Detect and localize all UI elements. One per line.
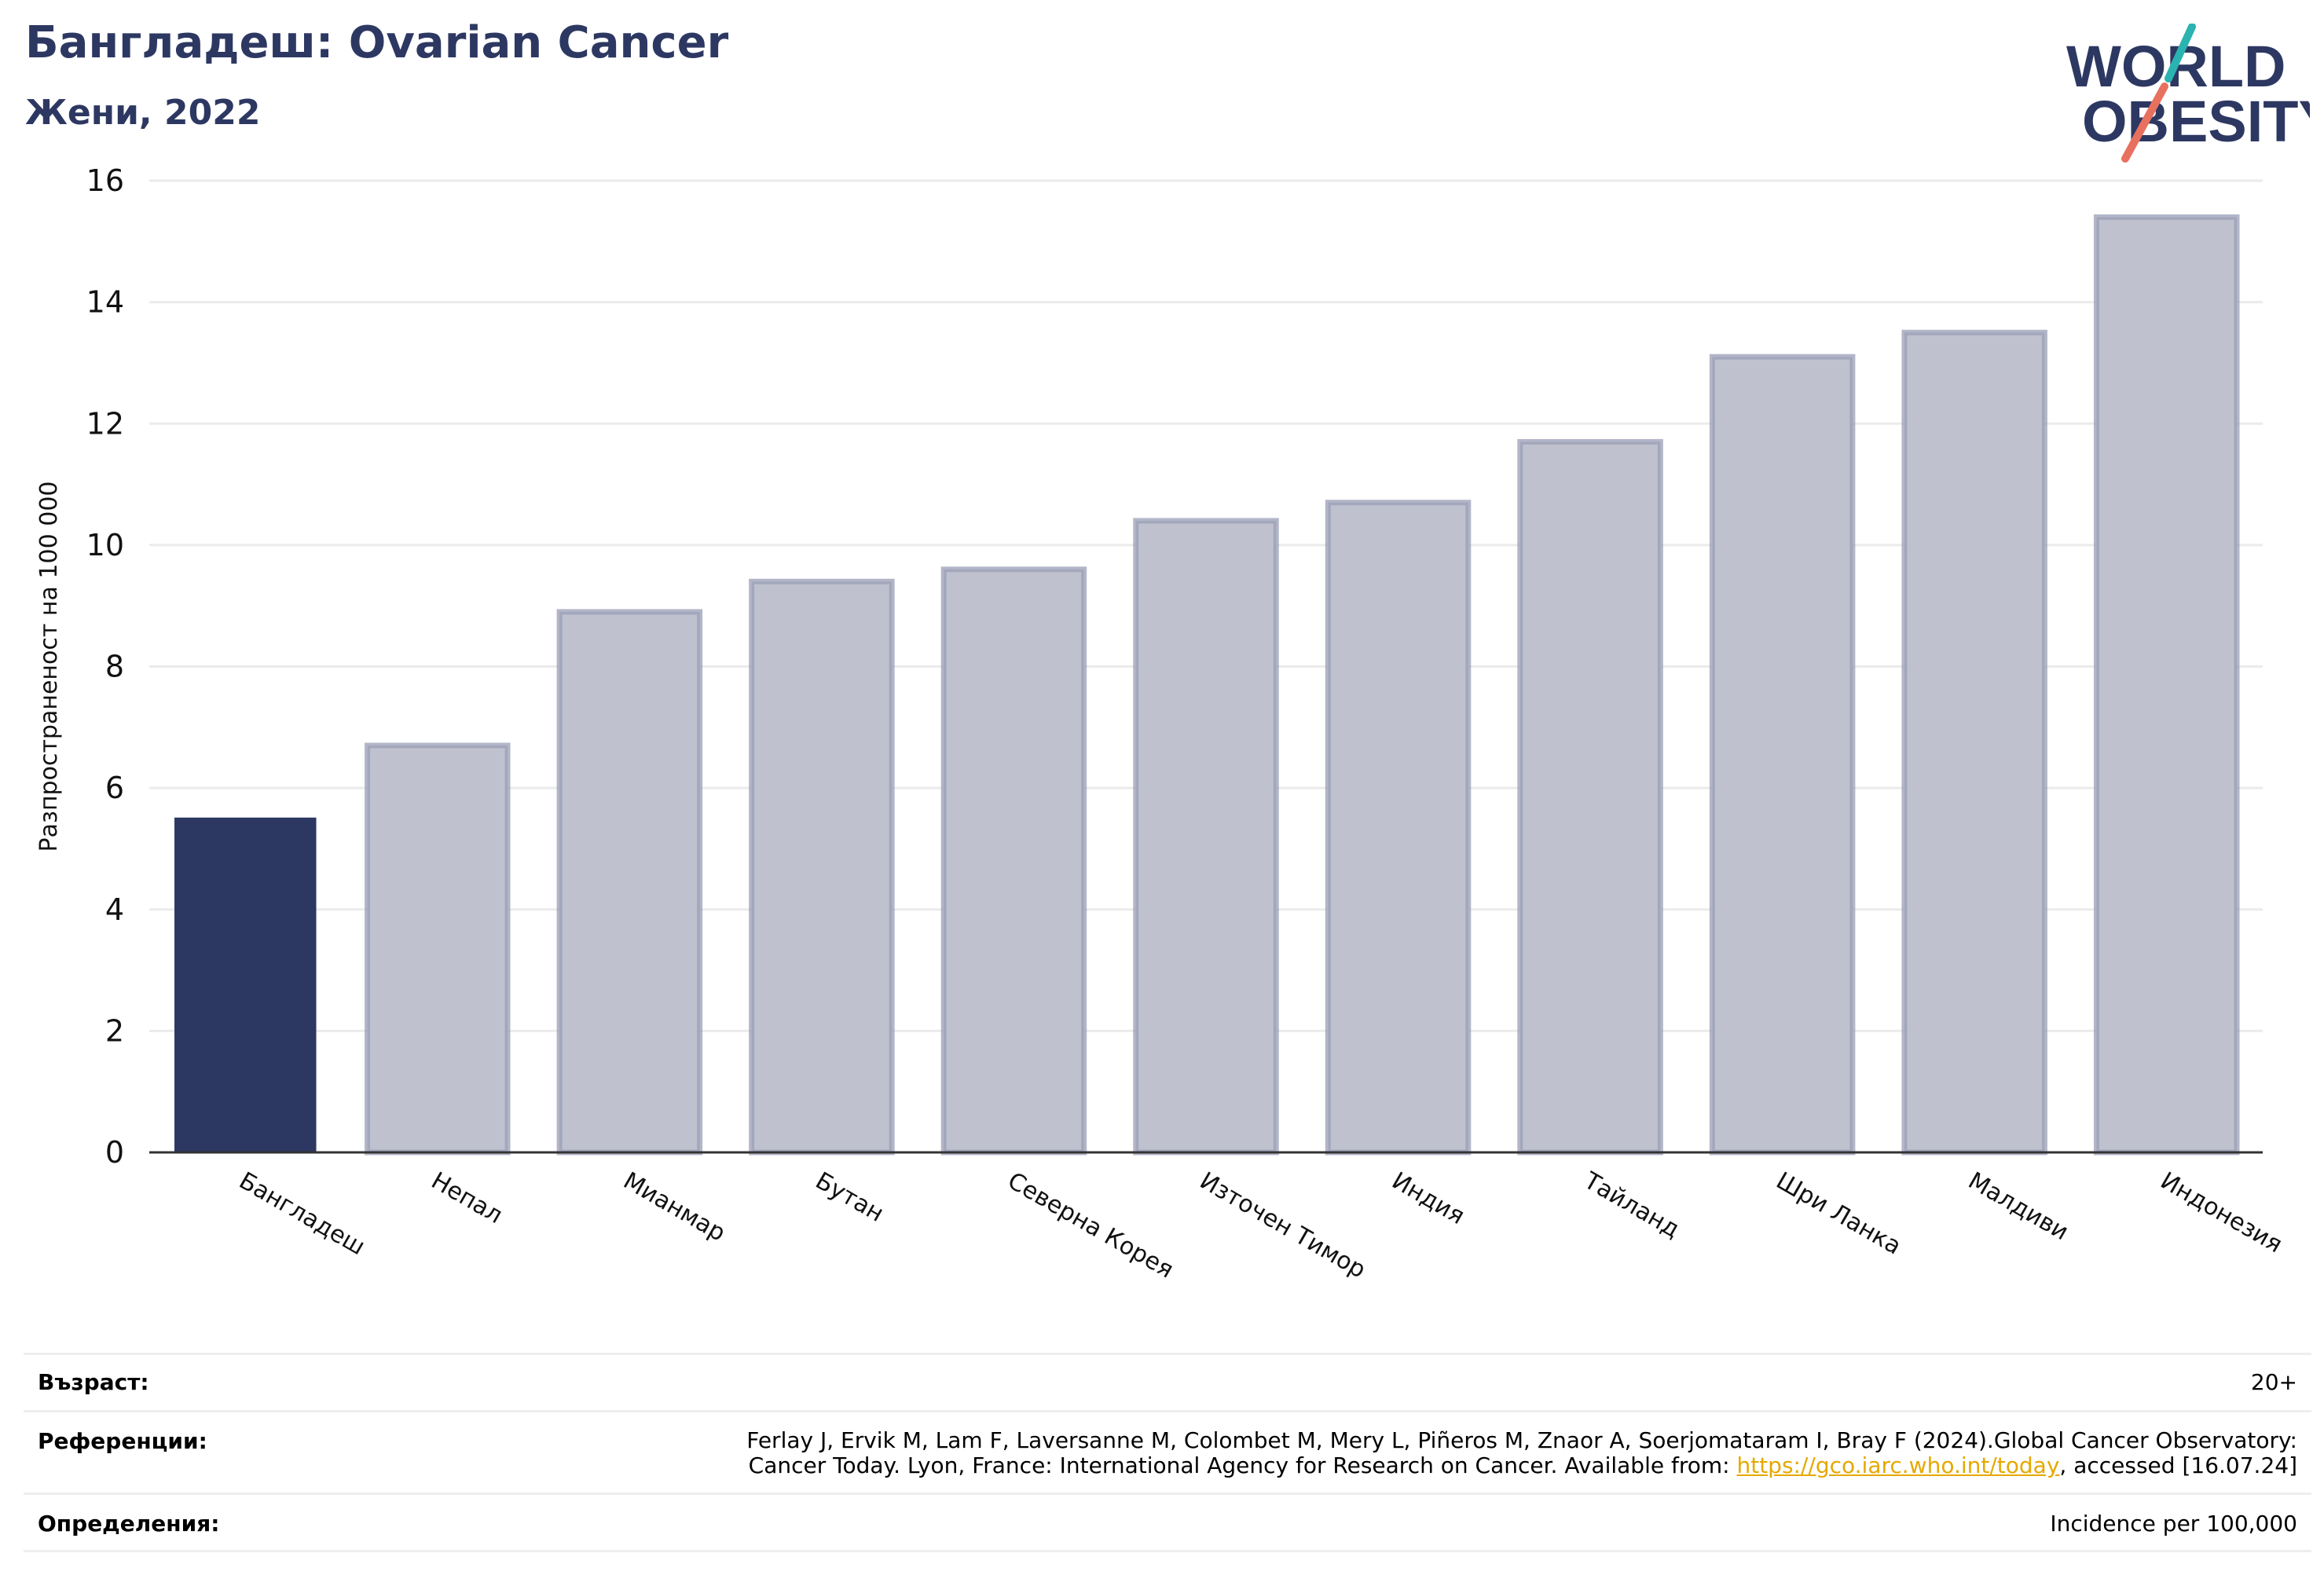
x-tick-label: Източен Тимор [1195,1167,1370,1284]
bar-7 [1517,438,1663,1156]
bar-1 [365,742,511,1156]
chart-footer: Възраст: 20+ Референции: Ferlay J, Ervik… [24,1353,2311,1552]
x-tick-label: Индонезия [2156,1167,2287,1259]
footer-row-references: Референции: Ferlay J, Ervik M, Lam F, La… [24,1410,2311,1493]
y-tick-label: 8 [105,650,124,684]
bar-4 [940,566,1087,1156]
references-link[interactable]: https://gco.iarc.who.int/today [1736,1452,2060,1478]
chart-subtitle: Жени, 2022 [25,93,261,133]
y-tick-label: 14 [86,285,124,320]
age-label: Възраст: [38,1369,149,1395]
x-tick-label: Шри Ланка [1772,1167,1906,1261]
y-tick-label: 10 [86,528,124,562]
x-tick-label: Мианмар [618,1167,730,1247]
y-tick-label: 6 [105,771,124,805]
logo-slash-coral [2121,82,2168,163]
age-value: 20+ [2250,1369,2297,1395]
references-label: Референции: [38,1428,207,1454]
references-line-2-suffix: , accessed [16.07.24] [2059,1452,2297,1478]
references-line-2-text: Cancer Today. Lyon, France: Internationa… [748,1452,1737,1478]
references-line-1: Ferlay J, Ervik M, Lam F, Laversanne M, … [746,1427,2297,1453]
bar-0 [174,817,317,1153]
bar-6 [1325,500,1472,1156]
x-tick-label: Северна Корея [1003,1167,1178,1284]
y-tick-label: 2 [105,1013,124,1048]
y-tick-label: 4 [105,892,124,927]
y-axis-label: Разпространеност на 100 000 [35,482,63,852]
x-tick-label: Непал [427,1167,508,1229]
y-tick-label: 12 [86,406,124,441]
logo-line-2: OBESITY [2082,89,2310,154]
y-tick-label: 16 [86,163,124,198]
bar-chart: 0 2 4 6 8 10 12 14 16 Разпространеност на 100 000… [35,163,2287,1284]
bar-5 [1133,518,1279,1156]
y-tick-label: 0 [105,1135,124,1170]
bar-2 [556,609,703,1156]
definitions-label: Определения: [38,1511,220,1537]
x-tick-label: Бутан [811,1167,889,1228]
references-value: Ferlay J, Ervik M, Lam F, Laversanne M, … [746,1428,2297,1478]
footer-row-definitions: Определения: Incidence per 100,000 [24,1493,2311,1552]
footer-row-age: Възраст: 20+ [24,1353,2311,1410]
definitions-value: Incidence per 100,000 [2050,1511,2297,1537]
logo-slash-teal [2165,24,2196,82]
x-tick-label: Бангладеш [234,1167,369,1262]
x-tick-label: Малдиви [1963,1167,2073,1247]
bar-9 [1901,329,2047,1156]
world-obesity-logo: WORLD OBESITY [2066,24,2310,163]
x-tick-label: Тайланд [1578,1167,1684,1244]
bar-8 [1709,353,1856,1156]
bars [174,214,2240,1156]
chart-title: Бангладеш: Ovarian Cancer [25,17,729,68]
x-tick-label: Индия [1387,1167,1469,1230]
bar-3 [749,578,895,1156]
references-line-2: Cancer Today. Lyon, France: Internationa… [746,1453,2297,1478]
bar-10 [2093,214,2240,1156]
